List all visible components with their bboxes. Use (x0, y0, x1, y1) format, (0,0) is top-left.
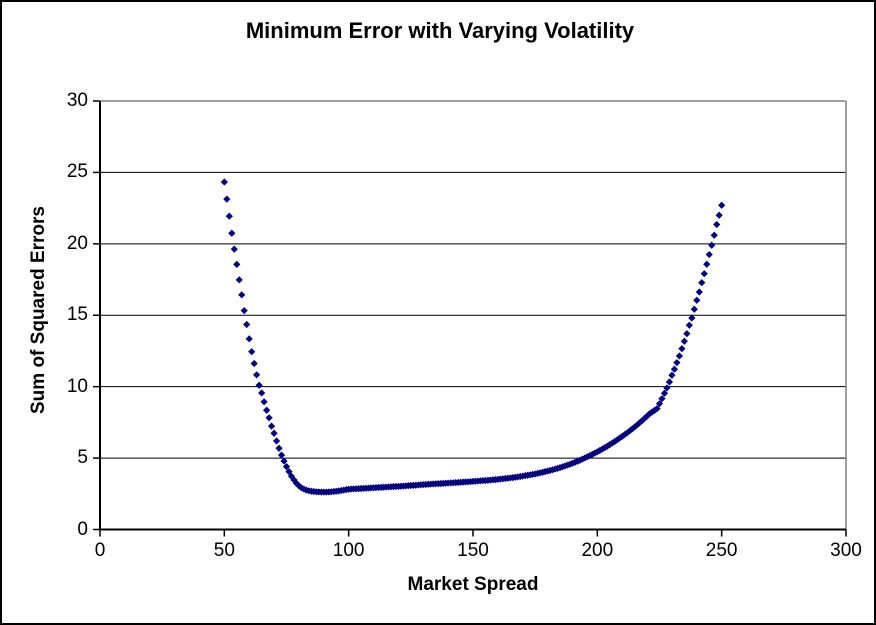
x-tick-label: 0 (94, 540, 106, 561)
y-tick-label: 25 (66, 161, 88, 183)
data-point-marker (690, 305, 698, 313)
data-point-marker (233, 260, 241, 269)
data-point-marker (665, 378, 674, 386)
data-point-marker (626, 427, 634, 435)
x-tick-label: 50 (213, 540, 235, 561)
data-point-marker (718, 201, 726, 209)
data-point-marker (270, 429, 278, 437)
data-point-marker (698, 279, 706, 287)
data-point-marker (265, 414, 273, 422)
data-point-marker (277, 451, 286, 459)
data-point-marker (685, 321, 693, 329)
data-point-marker (678, 345, 686, 353)
data-point-marker (668, 371, 676, 379)
x-tick-label: 250 (705, 540, 738, 561)
data-point-marker (700, 270, 708, 278)
data-point-marker (670, 365, 679, 373)
y-tick-label: 0 (77, 518, 88, 540)
data-point-marker (693, 296, 701, 304)
data-point-marker (675, 352, 683, 360)
y-tick-label: 30 (66, 90, 88, 111)
data-point-marker (628, 425, 636, 433)
data-point-marker (658, 395, 666, 403)
data-point-marker (235, 276, 243, 284)
data-point-marker (267, 422, 276, 430)
y-tick-label: 15 (66, 304, 88, 326)
data-point-marker (633, 421, 641, 429)
data-point-marker (598, 445, 606, 453)
chart-title: Minimum Error with Varying Volatility (245, 18, 635, 43)
data-point-marker (588, 450, 596, 458)
data-point-marker (260, 398, 268, 406)
data-point-marker (282, 463, 291, 471)
data-point-marker (643, 412, 651, 420)
data-point-marker (603, 442, 611, 450)
data-point-marker (618, 432, 626, 440)
data-point-marker (713, 220, 721, 229)
data-point-marker (583, 453, 591, 461)
data-point-marker (243, 320, 251, 329)
data-point-marker (295, 482, 303, 490)
data-point-marker (285, 468, 293, 476)
data-point-marker (710, 231, 718, 239)
data-point-marker (578, 455, 587, 463)
data-point-marker (225, 212, 233, 220)
data-point-marker (292, 479, 301, 487)
data-point-marker (705, 250, 713, 259)
y-tick-label: 10 (66, 375, 88, 397)
y-tick-label: 20 (66, 232, 88, 254)
data-point-marker (593, 448, 601, 456)
data-point-marker (280, 457, 288, 465)
data-point-marker (638, 417, 646, 425)
x-tick-label: 100 (332, 540, 365, 561)
data-point-marker (631, 423, 639, 431)
data-point-marker (680, 337, 688, 345)
data-point-marker (636, 419, 644, 427)
data-point-marker (660, 389, 669, 397)
data-point-marker (250, 359, 258, 368)
data-point-marker (223, 195, 231, 203)
data-point-marker (248, 348, 256, 356)
data-point-marker (611, 437, 619, 446)
data-point-marker (608, 439, 616, 447)
x-tick-label: 200 (581, 540, 614, 561)
data-point-marker (586, 452, 594, 460)
data-point-marker (616, 434, 624, 442)
x-axis-title: Market Spread (407, 574, 539, 595)
data-point-marker (275, 444, 283, 452)
data-point-marker (238, 291, 246, 299)
data-point-marker (230, 245, 238, 253)
x-tick-label: 300 (830, 540, 862, 561)
data-point-marker (708, 241, 716, 249)
data-point-marker (272, 437, 281, 445)
data-point-marker (683, 330, 691, 338)
data-point-marker (606, 441, 614, 449)
data-point-marker (240, 307, 248, 315)
data-point-marker (648, 408, 656, 416)
data-point-marker (663, 384, 671, 392)
data-point-marker (715, 211, 723, 219)
data-point-marker (703, 260, 711, 268)
data-point-marker (673, 359, 681, 367)
x-tick-label: 150 (457, 540, 489, 561)
data-point-marker (220, 178, 228, 186)
data-point-marker (621, 431, 629, 439)
data-point-marker (650, 406, 659, 414)
y-tick-label: 5 (77, 447, 88, 469)
data-point-marker (695, 288, 703, 296)
data-point-marker (255, 381, 263, 389)
data-point-marker (253, 371, 261, 379)
data-point-marker (258, 389, 266, 397)
data-point-marker (263, 406, 271, 414)
data-point-marker (688, 314, 696, 322)
data-point-marker (245, 335, 253, 343)
data-point-marker (655, 400, 664, 408)
data-point-marker (228, 229, 236, 237)
data-point-marker (653, 405, 661, 413)
